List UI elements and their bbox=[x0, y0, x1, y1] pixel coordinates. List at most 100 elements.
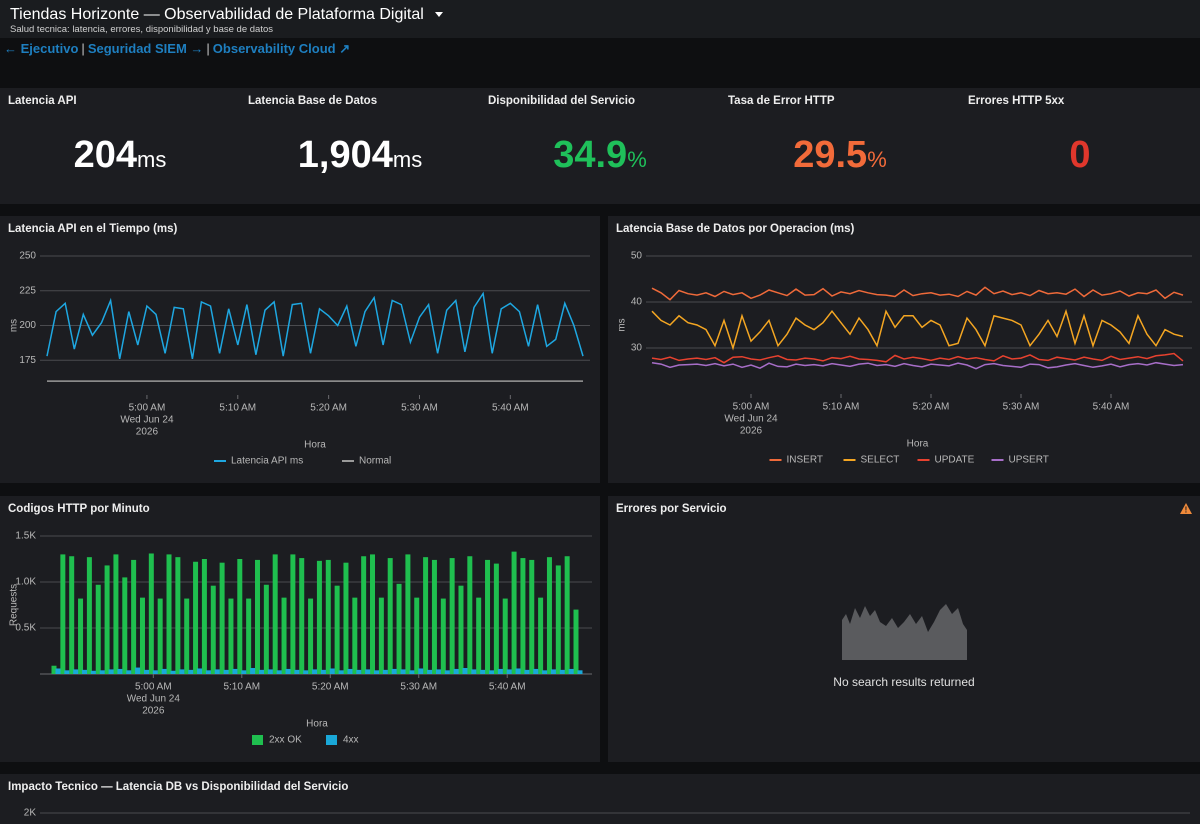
bar bbox=[374, 670, 380, 674]
nav-link[interactable]: Observability Cloud ↗ bbox=[212, 41, 351, 56]
legend-label: Latencia API ms bbox=[231, 456, 303, 467]
x-tick-label: 5:00 AM bbox=[135, 682, 172, 693]
bar bbox=[201, 559, 207, 674]
bar bbox=[117, 668, 123, 674]
bar bbox=[538, 597, 544, 674]
bar bbox=[471, 669, 477, 674]
kpi-number: 29.5 bbox=[793, 134, 868, 176]
nav-link[interactable]: ← Ejecutivo bbox=[4, 41, 79, 56]
bar bbox=[449, 558, 455, 674]
bar bbox=[352, 597, 358, 674]
bar bbox=[179, 669, 185, 674]
kpi: Latencia Base de Datos 1,904ms bbox=[240, 88, 480, 204]
nav-separator: | bbox=[206, 41, 210, 56]
bar bbox=[90, 670, 96, 674]
panel-title: Impacto Tecnico — Latencia DB vs Disponi… bbox=[8, 781, 349, 793]
x-tick-date: Wed Jun 24 bbox=[120, 415, 174, 426]
bar bbox=[104, 565, 110, 674]
bar bbox=[485, 559, 491, 674]
bar bbox=[467, 556, 473, 674]
bar bbox=[361, 556, 367, 674]
subtitle: Salud tecnica: latencia, errores, dispon… bbox=[10, 24, 273, 35]
x-tick-label: 5:40 AM bbox=[489, 682, 526, 693]
bar bbox=[497, 668, 503, 674]
bar bbox=[170, 670, 176, 674]
bar bbox=[493, 563, 499, 674]
dashboard-title[interactable]: Tiendas Horizonte — Observabilidad de Pl… bbox=[10, 6, 444, 24]
bar bbox=[55, 668, 61, 674]
legend-label: SELECT bbox=[861, 455, 900, 466]
bar bbox=[139, 597, 145, 674]
bar bbox=[529, 559, 535, 674]
bar bbox=[60, 554, 66, 674]
bar bbox=[64, 670, 70, 674]
kpi-value: 0 bbox=[960, 134, 1200, 177]
y-tick-label: 250 bbox=[19, 251, 36, 262]
x-tick-date: 2026 bbox=[740, 426, 763, 437]
bar bbox=[329, 668, 335, 674]
bar bbox=[82, 669, 88, 674]
x-tick-label: 5:30 AM bbox=[400, 682, 437, 693]
y-tick-label: 175 bbox=[19, 355, 36, 366]
bar bbox=[214, 669, 220, 674]
bar bbox=[489, 670, 495, 674]
chart: 2K bbox=[24, 808, 1190, 819]
bar bbox=[506, 669, 512, 674]
bar bbox=[95, 584, 101, 674]
kpi-unit: % bbox=[867, 147, 887, 172]
bar bbox=[559, 669, 565, 674]
y-tick-label: 0.5K bbox=[15, 623, 36, 634]
kpi-value: 29.5% bbox=[720, 134, 960, 177]
bar bbox=[502, 598, 508, 674]
bar bbox=[338, 670, 344, 674]
panel-title: Latencia API en el Tiempo (ms) bbox=[8, 223, 178, 235]
bar bbox=[73, 669, 79, 674]
bar bbox=[462, 668, 468, 674]
bar bbox=[409, 670, 415, 674]
bar bbox=[276, 670, 282, 674]
dropdown-caret[interactable] bbox=[434, 11, 444, 19]
nav-link[interactable]: Seguridad SIEM → bbox=[87, 41, 204, 56]
kpi-value: 204ms bbox=[0, 134, 240, 177]
bar bbox=[524, 669, 530, 674]
x-tick-label: 5:40 AM bbox=[1093, 402, 1130, 413]
kpi-title: Latencia API bbox=[8, 95, 77, 107]
y-axis-title: Requests bbox=[9, 584, 20, 626]
bar bbox=[418, 668, 424, 674]
x-axis-title: Hora bbox=[304, 440, 326, 451]
legend-label: UPSERT bbox=[1009, 455, 1049, 466]
bar bbox=[161, 668, 167, 674]
bar bbox=[533, 668, 539, 674]
bar bbox=[555, 565, 561, 674]
x-tick-label: 5:20 AM bbox=[913, 402, 950, 413]
bar bbox=[108, 669, 114, 674]
title-text[interactable]: Tiendas Horizonte — Observabilidad de Pl… bbox=[10, 6, 424, 23]
bar bbox=[453, 668, 459, 674]
warning-mark: ! bbox=[1185, 506, 1188, 515]
kpi: Latencia API 204ms bbox=[0, 88, 240, 204]
line-series bbox=[651, 308, 1184, 351]
bar bbox=[228, 598, 234, 674]
x-tick-date: Wed Jun 24 bbox=[127, 694, 181, 705]
bar bbox=[193, 561, 199, 674]
bar bbox=[405, 554, 411, 674]
impact-panel: Impacto Tecnico — Latencia DB vs Disponi… bbox=[0, 774, 1200, 824]
kpi-unit: % bbox=[627, 147, 647, 172]
warning-icon[interactable] bbox=[1180, 503, 1192, 514]
bar bbox=[370, 554, 376, 674]
bar bbox=[515, 668, 521, 674]
legend-swatch bbox=[326, 735, 337, 745]
bar bbox=[573, 609, 579, 674]
bar bbox=[387, 558, 393, 674]
bar bbox=[444, 670, 450, 674]
bar bbox=[281, 597, 287, 674]
legend-label: 2xx OK bbox=[269, 735, 302, 746]
panel-title: Errores por Servicio bbox=[616, 503, 727, 515]
bar bbox=[290, 554, 296, 674]
kpi-title: Errores HTTP 5xx bbox=[968, 95, 1065, 107]
bar bbox=[210, 585, 216, 674]
